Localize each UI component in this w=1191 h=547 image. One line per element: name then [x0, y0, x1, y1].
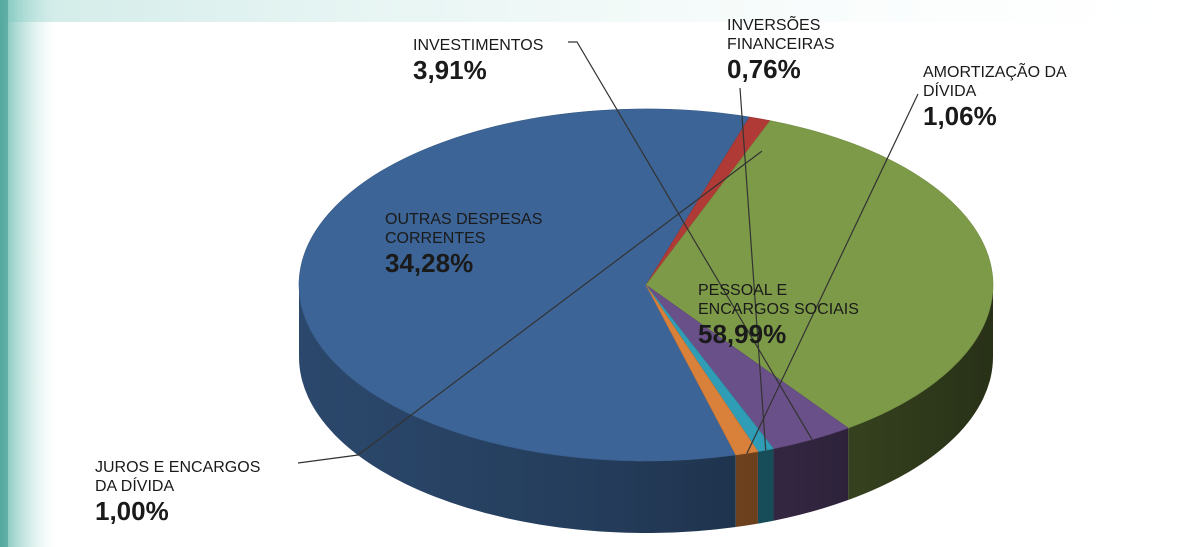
left-accent-dark: [0, 0, 8, 547]
leader-line-inversoes: [739, 87, 767, 451]
slice-percent: 34,28%: [385, 248, 474, 278]
slice-outras: [645, 120, 994, 429]
pie-tops: [298, 108, 994, 462]
slice-side-inversoes: [757, 448, 774, 524]
slice-label-amortizacao: AMORTIZAÇÃO DA DÍVIDA 1,06%: [923, 63, 1067, 131]
leader-line-juros: [297, 150, 763, 464]
left-accent-band: [0, 0, 55, 547]
slice-name: INVESTIMENTOS: [413, 37, 544, 54]
pie-sides: [299, 285, 993, 533]
slice-percent: 58,99%: [698, 319, 787, 349]
slice-label-juros: JUROS E ENCARGOS DA DÍVIDA 1,00%: [95, 458, 260, 526]
leader-line-amortizacao: [746, 93, 919, 454]
slice-side-outras: [848, 285, 993, 501]
top-accent-band: [0, 0, 1191, 22]
slice-percent: 1,06%: [923, 101, 997, 131]
slice-percent: 0,76%: [727, 54, 801, 84]
slice-name: INVERSÕES FINANCEIRAS: [727, 17, 835, 53]
slice-percent: 1,00%: [95, 496, 169, 526]
slice-label-inversoes: INVERSÕES FINANCEIRAS 0,76%: [727, 16, 835, 84]
slice-percent: 3,91%: [413, 55, 487, 85]
slice-side-amortizacao: [735, 451, 758, 528]
slice-name: JUROS E ENCARGOS DA DÍVIDA: [95, 459, 261, 495]
slice-side-investimentos: [773, 428, 849, 521]
slice-name: AMORTIZAÇÃO DA DÍVIDA: [923, 64, 1067, 100]
slice-label-investimentos: INVESTIMENTOS 3,91%: [413, 36, 543, 85]
slice-label-pessoal: PESSOAL E ENCARGOS SOCIAIS 58,99%: [698, 281, 859, 349]
slice-name: OUTRAS DESPESAS CORRENTES: [385, 211, 543, 247]
leader-lines: [297, 41, 919, 464]
slice-label-outras: OUTRAS DESPESAS CORRENTES 34,28%: [385, 210, 542, 278]
slice-pessoal: [298, 108, 751, 462]
leader-line-investimentos: [568, 41, 813, 440]
slice-name: PESSOAL E ENCARGOS SOCIAIS: [698, 282, 859, 318]
slice-side-pessoal: [299, 285, 736, 533]
